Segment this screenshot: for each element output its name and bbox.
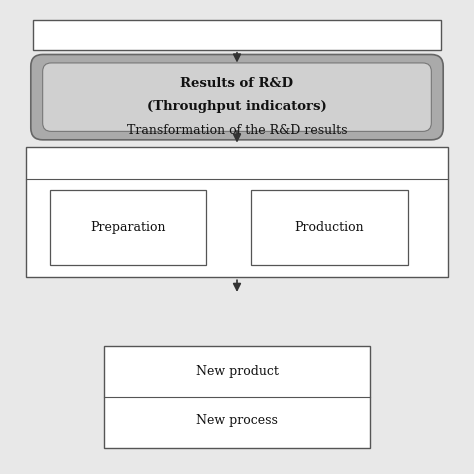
- Text: New process: New process: [196, 414, 278, 427]
- Bar: [26, 147, 448, 277]
- Text: New product: New product: [196, 365, 278, 378]
- Bar: [50, 190, 206, 265]
- Text: (Throughput indicators): (Throughput indicators): [147, 100, 327, 113]
- Bar: [251, 190, 408, 265]
- Text: Results of R&D: Results of R&D: [181, 77, 293, 91]
- FancyBboxPatch shape: [43, 63, 431, 131]
- Text: Preparation: Preparation: [90, 221, 166, 234]
- Text: Production: Production: [295, 221, 364, 234]
- Bar: [104, 346, 370, 448]
- FancyBboxPatch shape: [31, 55, 443, 140]
- Text: Transformation of the R&D results: Transformation of the R&D results: [127, 124, 347, 137]
- Bar: [33, 20, 441, 50]
